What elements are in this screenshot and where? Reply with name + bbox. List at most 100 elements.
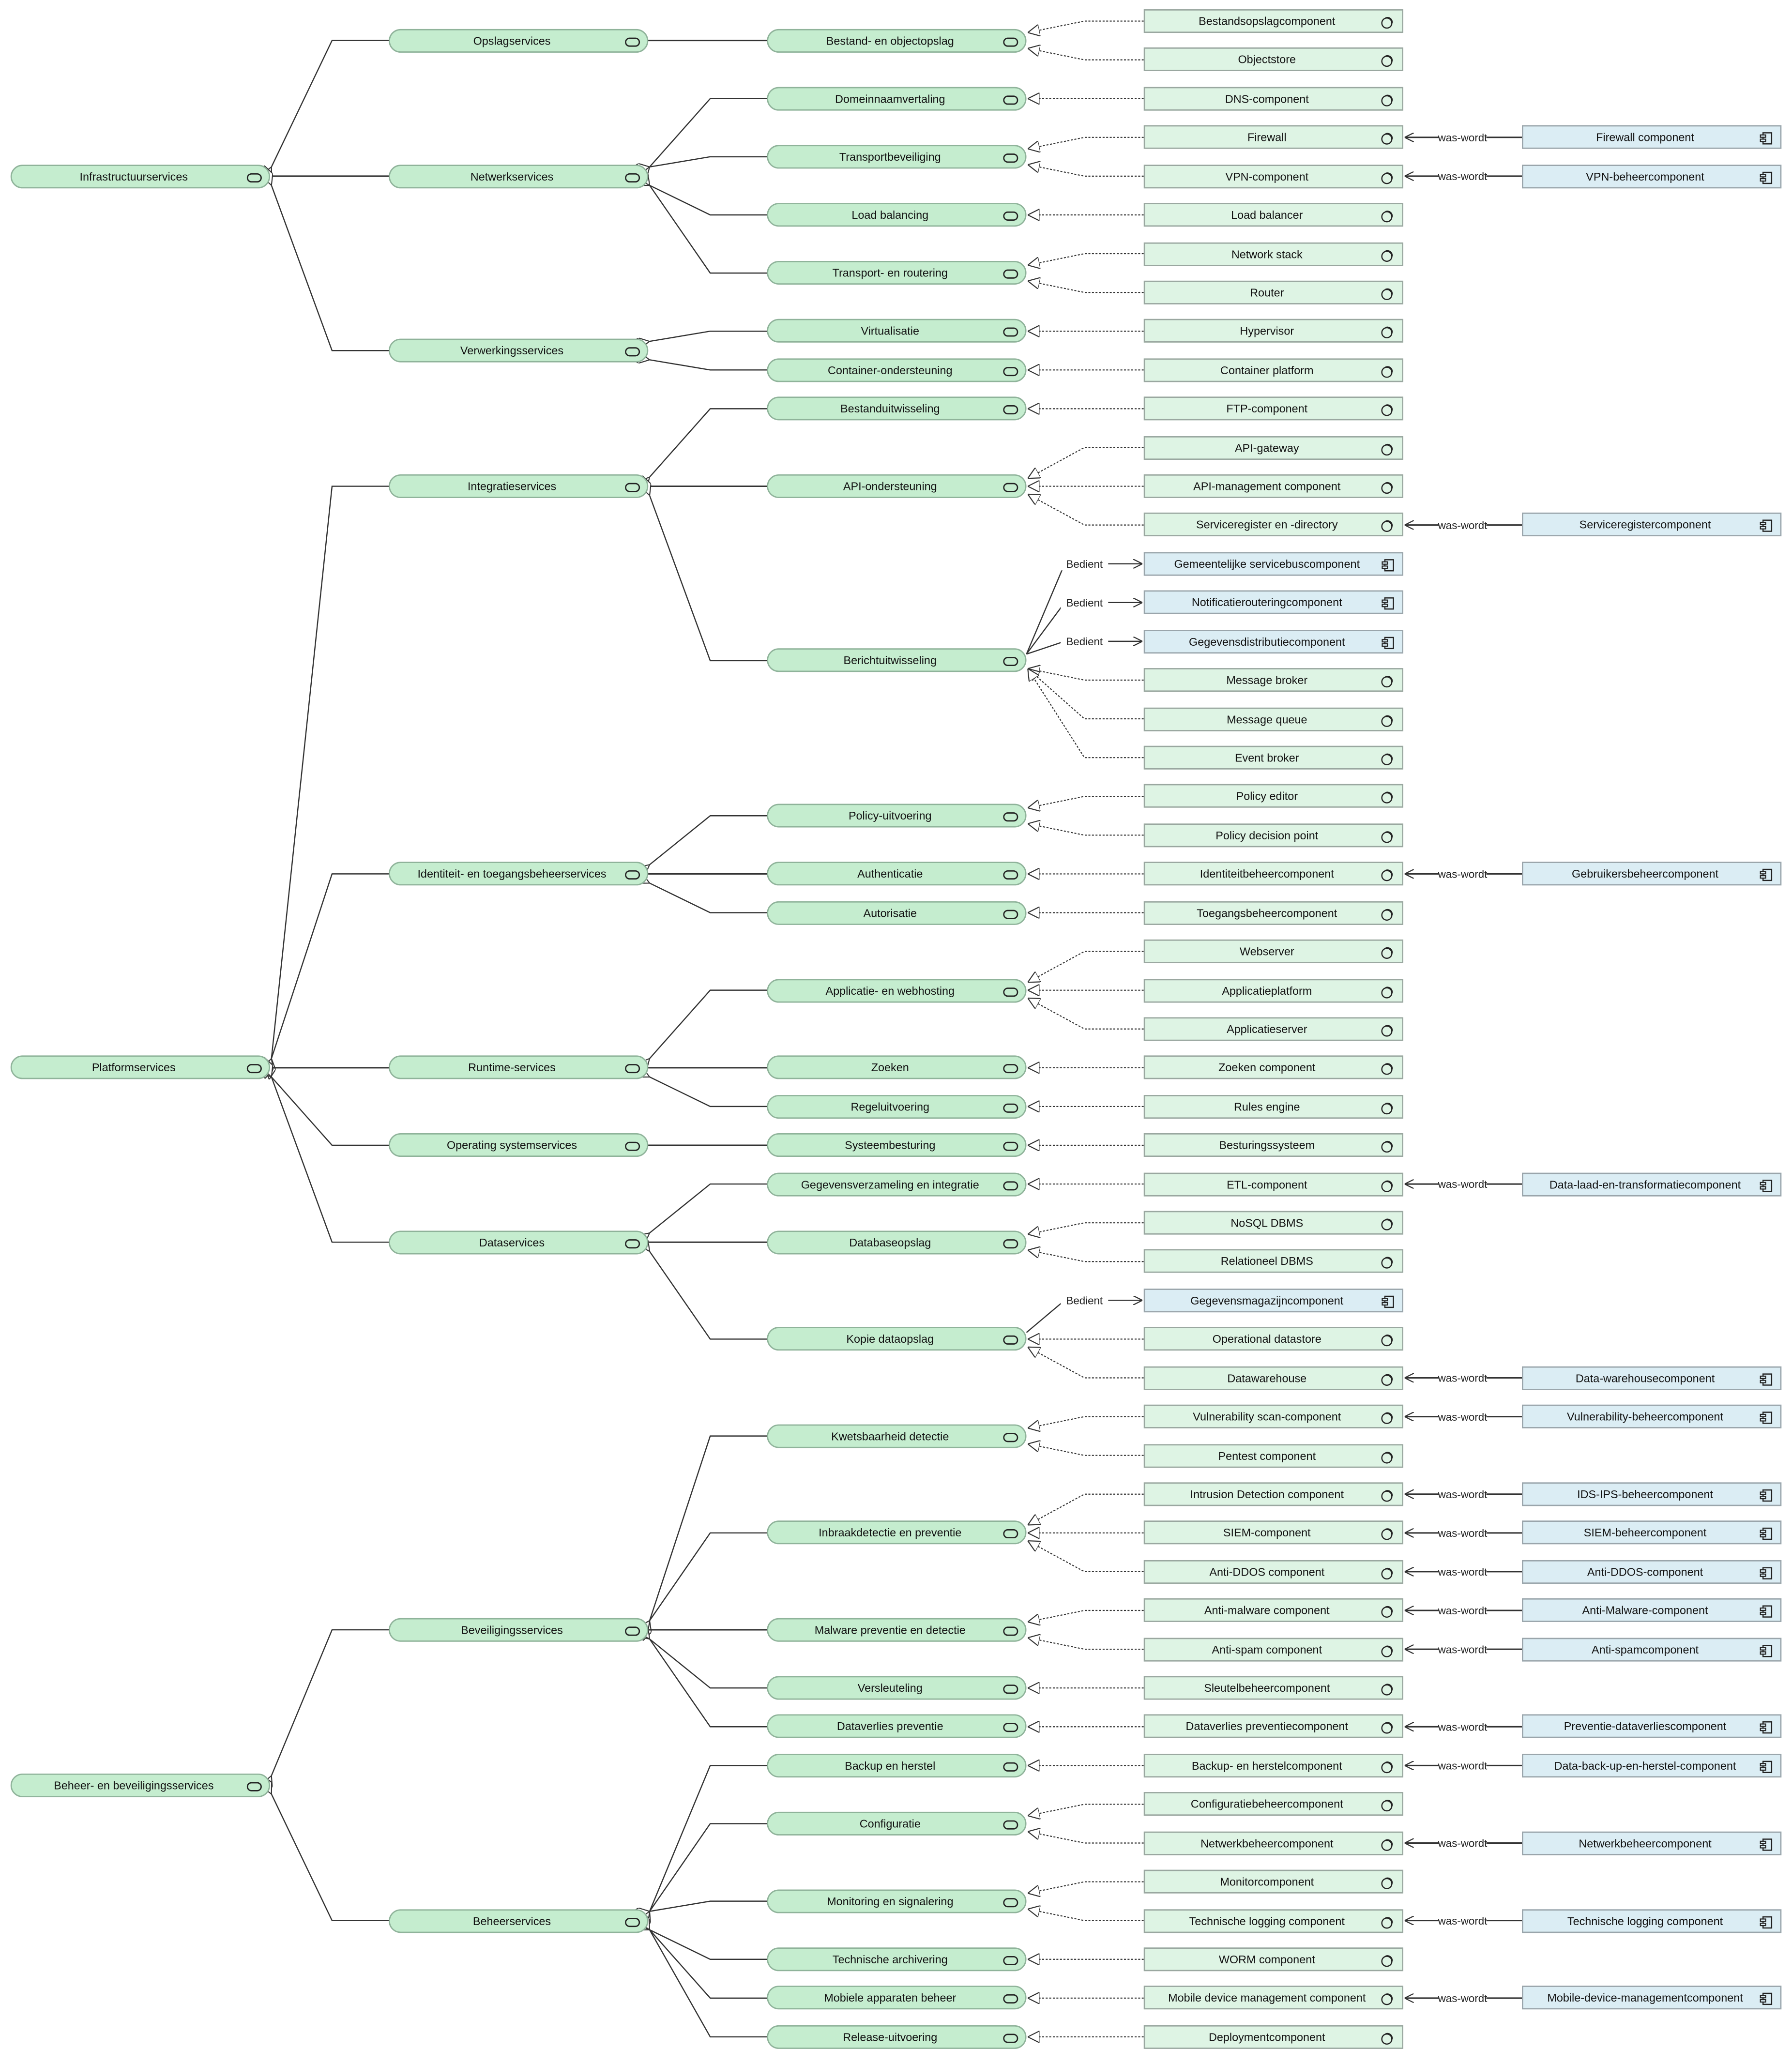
service-group[interactable]: Runtime-services xyxy=(389,1056,649,1080)
technology-service[interactable]: Systeembesturing xyxy=(767,1133,1027,1157)
system-software[interactable]: Firewall xyxy=(1143,125,1404,150)
successor-component[interactable]: Data-warehousecomponent xyxy=(1522,1366,1782,1390)
technology-service[interactable]: Versleuteling xyxy=(767,1676,1027,1700)
successor-component[interactable]: Anti-Malware-component xyxy=(1522,1598,1782,1623)
successor-component[interactable]: Data-back-up-en-herstel-component xyxy=(1522,1753,1782,1777)
service-group[interactable]: Opslagservices xyxy=(389,29,649,53)
technology-service[interactable]: Kwetsbaarheid detectie xyxy=(767,1424,1027,1448)
system-software[interactable]: Event broker xyxy=(1143,745,1404,770)
successor-component[interactable]: Technische logging component xyxy=(1522,1909,1782,1933)
successor-component[interactable]: Data-laad-en-transformatiecomponent xyxy=(1522,1172,1782,1196)
system-software[interactable]: Backup- en herstelcomponent xyxy=(1143,1753,1404,1777)
system-software[interactable]: Toegangsbeheercomponent xyxy=(1143,900,1404,925)
system-software[interactable]: API-management component xyxy=(1143,474,1404,499)
system-software[interactable]: Rules engine xyxy=(1143,1094,1404,1119)
technology-service[interactable]: API-ondersteuning xyxy=(767,474,1027,499)
system-software[interactable]: NoSQL DBMS xyxy=(1143,1211,1404,1235)
service-group[interactable]: Netwerkservices xyxy=(389,164,649,188)
successor-component[interactable]: Anti-spamcomponent xyxy=(1522,1637,1782,1661)
system-software[interactable]: Serviceregister en -directory xyxy=(1143,513,1404,537)
technology-service[interactable]: Zoeken xyxy=(767,1056,1027,1080)
system-software[interactable]: Message broker xyxy=(1143,668,1404,692)
service-domain[interactable]: Platformservices xyxy=(10,1056,271,1080)
system-software[interactable]: Zoeken component xyxy=(1143,1056,1404,1080)
successor-component[interactable]: Anti-DDOS-component xyxy=(1522,1560,1782,1584)
technology-service[interactable]: Gegevensverzameling en integratie xyxy=(767,1172,1027,1196)
system-software[interactable]: Technische logging component xyxy=(1143,1909,1404,1933)
system-software[interactable]: Objectstore xyxy=(1143,48,1404,72)
system-software[interactable]: Vulnerability scan-component xyxy=(1143,1405,1404,1429)
system-software[interactable]: Datawarehouse xyxy=(1143,1366,1404,1390)
system-software[interactable]: ETL-component xyxy=(1143,1172,1404,1196)
service-group[interactable]: Identiteit- en toegangsbeheerservices xyxy=(389,862,649,886)
system-software[interactable]: FTP-component xyxy=(1143,396,1404,421)
system-software[interactable]: Anti-malware component xyxy=(1143,1598,1404,1623)
technology-service[interactable]: Kopie dataopslag xyxy=(767,1327,1027,1351)
technology-service[interactable]: Databaseopslag xyxy=(767,1230,1027,1254)
successor-component[interactable]: Vulnerability-beheercomponent xyxy=(1522,1405,1782,1429)
system-software[interactable]: Bestandsopslagcomponent xyxy=(1143,9,1404,33)
technology-service[interactable]: Transportbeveiliging xyxy=(767,145,1027,169)
technology-service[interactable]: Configuratie xyxy=(767,1811,1027,1836)
successor-component[interactable]: SIEM-beheercomponent xyxy=(1522,1521,1782,1545)
technology-service[interactable]: Regeluitvoering xyxy=(767,1094,1027,1119)
technology-service[interactable]: Mobiele apparaten beheer xyxy=(767,1986,1027,2010)
system-software[interactable]: WORM component xyxy=(1143,1947,1404,1972)
successor-component[interactable]: Netwerkbeheercomponent xyxy=(1522,1831,1782,1855)
system-software[interactable]: Webserver xyxy=(1143,940,1404,964)
service-group[interactable]: Integratieservices xyxy=(389,474,649,499)
application-component[interactable]: Notificatierouteringcomponent xyxy=(1143,591,1404,615)
system-software[interactable]: Monitorcomponent xyxy=(1143,1870,1404,1894)
successor-component[interactable]: VPN-beheercomponent xyxy=(1522,164,1782,188)
system-software[interactable]: Pentest component xyxy=(1143,1443,1404,1468)
technology-service[interactable]: Domeinnaamvertaling xyxy=(767,87,1027,111)
system-software[interactable]: API-gateway xyxy=(1143,435,1404,459)
technology-service[interactable]: Backup en herstel xyxy=(767,1753,1027,1777)
system-software[interactable]: Identiteitbeheercomponent xyxy=(1143,862,1404,886)
system-software[interactable]: Relationeel DBMS xyxy=(1143,1249,1404,1274)
technology-service[interactable]: Malware preventie en detectie xyxy=(767,1618,1027,1642)
successor-component[interactable]: Preventie-dataverliescomponent xyxy=(1522,1715,1782,1739)
service-domain[interactable]: Beheer- en beveiligingsservices xyxy=(10,1773,271,1797)
system-software[interactable]: Policy editor xyxy=(1143,784,1404,808)
system-software[interactable]: Applicatieplatform xyxy=(1143,978,1404,1002)
successor-component[interactable]: IDS-IPS-beheercomponent xyxy=(1522,1482,1782,1506)
system-software[interactable]: Applicatieserver xyxy=(1143,1017,1404,1041)
application-component[interactable]: Gegevensdistributiecomponent xyxy=(1143,629,1404,653)
system-software[interactable]: Message queue xyxy=(1143,707,1404,731)
technology-service[interactable]: Authenticatie xyxy=(767,862,1027,886)
system-software[interactable]: Network stack xyxy=(1143,242,1404,266)
system-software[interactable]: Sleutelbeheercomponent xyxy=(1143,1676,1404,1700)
service-group[interactable]: Operating systemservices xyxy=(389,1133,649,1157)
technology-service[interactable]: Applicatie- en webhosting xyxy=(767,978,1027,1002)
service-group[interactable]: Beheerservices xyxy=(389,1909,649,1933)
successor-component[interactable]: Mobile-device-managementcomponent xyxy=(1522,1986,1782,2010)
technology-service[interactable]: Bestanduitwisseling xyxy=(767,396,1027,421)
application-component[interactable]: Gegevensmagazijncomponent xyxy=(1143,1288,1404,1312)
technology-service[interactable]: Virtualisatie xyxy=(767,319,1027,343)
technology-service[interactable]: Autorisatie xyxy=(767,900,1027,925)
service-group[interactable]: Dataservices xyxy=(389,1230,649,1254)
system-software[interactable]: SIEM-component xyxy=(1143,1521,1404,1545)
system-software[interactable]: Intrusion Detection component xyxy=(1143,1482,1404,1506)
system-software[interactable]: Anti-spam component xyxy=(1143,1637,1404,1661)
technology-service[interactable]: Monitoring en signalering xyxy=(767,1889,1027,1913)
system-software[interactable]: Netwerkbeheercomponent xyxy=(1143,1831,1404,1855)
system-software[interactable]: DNS-component xyxy=(1143,87,1404,111)
technology-service[interactable]: Dataverlies preventie xyxy=(767,1715,1027,1739)
system-software[interactable]: VPN-component xyxy=(1143,164,1404,188)
system-software[interactable]: Hypervisor xyxy=(1143,319,1404,343)
system-software[interactable]: Mobile device management component xyxy=(1143,1986,1404,2010)
system-software[interactable]: Policy decision point xyxy=(1143,823,1404,847)
system-software[interactable]: Router xyxy=(1143,280,1404,304)
successor-component[interactable]: Serviceregistercomponent xyxy=(1522,513,1782,537)
system-software[interactable]: Anti-DDOS component xyxy=(1143,1560,1404,1584)
successor-component[interactable]: Firewall component xyxy=(1522,125,1782,150)
system-software[interactable]: Deploymentcomponent xyxy=(1143,2025,1404,2049)
service-domain[interactable]: Infrastructuurservices xyxy=(10,164,271,188)
service-group[interactable]: Verwerkingsservices xyxy=(389,338,649,363)
system-software[interactable]: Operational datastore xyxy=(1143,1327,1404,1351)
technology-service[interactable]: Inbraakdetectie en preventie xyxy=(767,1521,1027,1545)
system-software[interactable]: Dataverlies preventiecomponent xyxy=(1143,1715,1404,1739)
system-software[interactable]: Besturingssysteem xyxy=(1143,1133,1404,1157)
